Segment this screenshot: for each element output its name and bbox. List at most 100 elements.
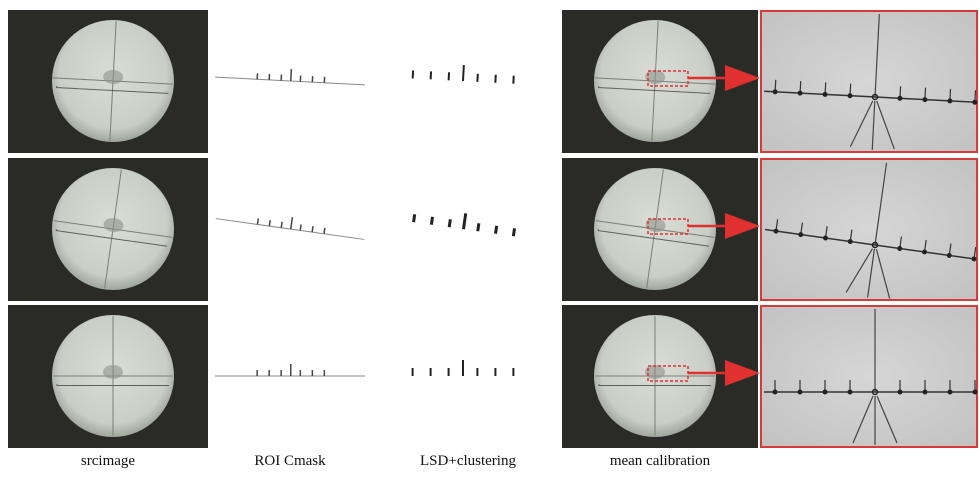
lsd-segment [476,368,479,376]
dish-marks [595,169,715,289]
zoom-dot [847,239,853,245]
roi-tick [256,218,260,225]
zoom-crosshair [874,14,880,98]
lsd-segment [494,74,497,83]
arrow-head [725,65,760,91]
lsd-segment [429,216,434,225]
zoom-dot [922,97,928,103]
lsd-segment [476,73,479,82]
roi-tick [268,370,270,376]
roi-tick [268,73,271,80]
zoom-dot [822,235,828,241]
zoom-dot [947,98,953,104]
scale [598,86,711,94]
roi-tick [323,370,326,376]
lsd-cluster [411,360,515,376]
zoom-center [871,241,879,249]
lsd-segment [447,219,452,228]
roi-tick [311,76,314,83]
zoom-dot [772,389,778,395]
lsd-segment [411,70,415,79]
roi-tick [299,370,302,376]
dish-marks [595,316,715,436]
zoom-dot [897,245,903,251]
zoom-dot [922,249,928,255]
lsd-segment [494,368,497,376]
roi-tick [290,69,293,82]
lsd-segment [429,368,432,376]
blob [645,365,665,379]
blob [645,217,666,233]
zoom-dot [972,99,978,105]
lsd-segment [447,368,450,376]
zoom-v [845,248,891,299]
zoom-dot [772,89,778,95]
zoom-dot [847,389,853,395]
zoom-dot [946,252,952,258]
dish-marks [595,21,715,141]
arrow-head [725,360,760,386]
arrow-head [725,213,760,239]
lsd-segment [511,228,516,237]
zoom-panel [760,10,978,153]
zoom-marks [764,309,978,445]
scale [56,384,169,386]
blob [645,69,666,85]
roi-tick [256,370,258,376]
dish-marks [53,316,173,436]
scale [56,86,169,94]
roi-tick [268,220,271,227]
column-label: srcimage [81,453,135,469]
zoom-dot [897,95,903,101]
dish-marks [53,21,173,141]
lsd-segment [512,368,515,376]
lsd-segment [411,368,414,376]
zoom-center [871,93,879,101]
zoom-dot [922,389,928,395]
roi-mask [215,69,365,86]
roi-tick [290,364,292,376]
zoom-dot [947,389,953,395]
zoom-panel [760,305,978,448]
lsd-segment [447,72,451,81]
lsd-segment [512,75,515,84]
zoom-dot [972,389,978,395]
lsd-segment [494,225,499,234]
lsd-segment [462,65,465,82]
scale [55,229,168,247]
lsd-segment [462,360,464,376]
roi-mask [215,364,365,377]
lsd-cluster [412,213,516,237]
column-label: LSD+clustering [420,453,516,469]
blob [103,217,124,233]
roi-tick [323,227,326,234]
zoom-dot [897,389,903,395]
scale [598,384,711,386]
zoom-v [852,395,898,445]
roi-tick [311,370,314,376]
zoom-panel [760,158,978,301]
roi-tick [299,224,302,231]
column-label: mean calibration [610,453,711,469]
zoom-dot [822,389,828,395]
zoom-center [871,388,879,396]
lsd-segment [476,223,481,232]
roi-tick [280,370,282,376]
zoom-crosshair [874,162,888,246]
roi-tick [256,73,259,80]
blob [103,69,124,85]
lsd-segment [462,213,468,230]
roi-tick [311,226,314,233]
zoom-marks [764,162,977,299]
zoom-dot [797,90,803,96]
roi-mask [215,217,365,240]
zoom-dot [822,91,828,97]
roi-tick [323,76,326,83]
zoom-dot [773,228,779,234]
zoom-marks [764,14,978,150]
zoom-v [849,100,895,150]
zoom-dot [797,389,803,395]
lsd-cluster [411,65,515,84]
